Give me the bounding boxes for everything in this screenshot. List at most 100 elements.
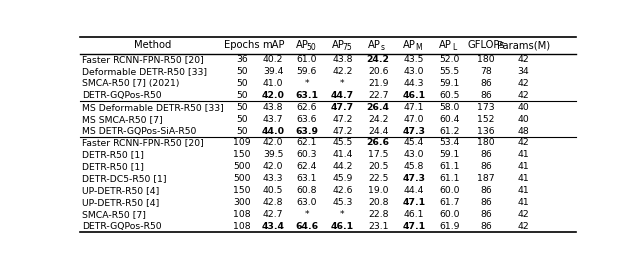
Text: 43.8: 43.8 — [263, 103, 284, 112]
Text: 63.1: 63.1 — [295, 91, 318, 100]
Text: 20.6: 20.6 — [368, 67, 388, 76]
Text: 39.5: 39.5 — [263, 150, 284, 159]
Text: 46.1: 46.1 — [331, 222, 354, 231]
Text: 86: 86 — [481, 162, 492, 171]
Text: 42: 42 — [517, 139, 529, 147]
Text: 36: 36 — [236, 55, 248, 64]
Text: 60.0: 60.0 — [439, 210, 460, 219]
Text: Method: Method — [134, 40, 172, 50]
Text: 42.0: 42.0 — [263, 162, 284, 171]
Text: 42.0: 42.0 — [262, 91, 285, 100]
Text: 50: 50 — [307, 43, 316, 52]
Text: 44.0: 44.0 — [262, 127, 285, 135]
Text: 45.4: 45.4 — [404, 139, 424, 147]
Text: 42.8: 42.8 — [263, 198, 284, 207]
Text: UP-DETR-R50 [4]: UP-DETR-R50 [4] — [82, 186, 159, 195]
Text: 173: 173 — [477, 103, 495, 112]
Text: AP: AP — [439, 40, 452, 50]
Text: AP: AP — [296, 40, 309, 50]
Text: 42.6: 42.6 — [332, 186, 353, 195]
Text: 500: 500 — [233, 162, 251, 171]
Text: 43.0: 43.0 — [404, 67, 424, 76]
Text: 55.5: 55.5 — [440, 67, 460, 76]
Text: *: * — [340, 79, 344, 88]
Text: *: * — [305, 79, 309, 88]
Text: 47.3: 47.3 — [403, 174, 426, 183]
Text: 26.4: 26.4 — [367, 103, 390, 112]
Text: Faster RCNN-FPN-R50 [20]: Faster RCNN-FPN-R50 [20] — [82, 55, 204, 64]
Text: 24.2: 24.2 — [368, 115, 388, 124]
Text: 50: 50 — [236, 127, 248, 135]
Text: MS DETR-GQPos-SiA-R50: MS DETR-GQPos-SiA-R50 — [82, 127, 196, 135]
Text: 53.4: 53.4 — [439, 139, 460, 147]
Text: 62.6: 62.6 — [296, 103, 317, 112]
Text: 43.8: 43.8 — [332, 55, 353, 64]
Text: 152: 152 — [477, 115, 495, 124]
Text: MS Deformable DETR-R50 [33]: MS Deformable DETR-R50 [33] — [82, 103, 224, 112]
Text: 41: 41 — [517, 186, 529, 195]
Text: 47.2: 47.2 — [332, 127, 353, 135]
Text: 42.2: 42.2 — [332, 67, 353, 76]
Text: Params(M): Params(M) — [497, 40, 550, 50]
Text: 180: 180 — [477, 55, 495, 64]
Text: 50: 50 — [236, 91, 248, 100]
Text: 50: 50 — [236, 115, 248, 124]
Text: 500: 500 — [233, 174, 251, 183]
Text: 86: 86 — [481, 198, 492, 207]
Text: 40: 40 — [517, 103, 529, 112]
Text: 60.4: 60.4 — [439, 115, 460, 124]
Text: 59.6: 59.6 — [296, 67, 317, 76]
Text: 47.0: 47.0 — [404, 115, 424, 124]
Text: Epochs: Epochs — [224, 40, 260, 50]
Text: SMCA-R50 [7] (2021): SMCA-R50 [7] (2021) — [82, 79, 179, 88]
Text: 86: 86 — [481, 186, 492, 195]
Text: GFLOPs: GFLOPs — [467, 40, 505, 50]
Text: 136: 136 — [477, 127, 495, 135]
Text: 17.5: 17.5 — [368, 150, 388, 159]
Text: 300: 300 — [233, 198, 251, 207]
Text: 45.5: 45.5 — [332, 139, 353, 147]
Text: DETR-GQPos-R50: DETR-GQPos-R50 — [82, 91, 162, 100]
Text: 46.1: 46.1 — [403, 91, 426, 100]
Text: 43.3: 43.3 — [263, 174, 284, 183]
Text: 42.7: 42.7 — [263, 210, 284, 219]
Text: 22.5: 22.5 — [368, 174, 388, 183]
Text: 64.6: 64.6 — [295, 222, 318, 231]
Text: 40.2: 40.2 — [263, 55, 284, 64]
Text: 108: 108 — [233, 222, 251, 231]
Text: L: L — [452, 43, 456, 52]
Text: 47.1: 47.1 — [404, 103, 424, 112]
Text: 150: 150 — [233, 186, 251, 195]
Text: 61.9: 61.9 — [439, 222, 460, 231]
Text: SMCA-R50 [7]: SMCA-R50 [7] — [82, 210, 146, 219]
Text: 61.2: 61.2 — [439, 127, 460, 135]
Text: DETR-R50 [1]: DETR-R50 [1] — [82, 162, 144, 171]
Text: 60.5: 60.5 — [439, 91, 460, 100]
Text: 63.0: 63.0 — [296, 198, 317, 207]
Text: 24.4: 24.4 — [368, 127, 388, 135]
Text: 44.3: 44.3 — [404, 79, 424, 88]
Text: 42: 42 — [517, 222, 529, 231]
Text: 23.1: 23.1 — [368, 222, 388, 231]
Text: 26.6: 26.6 — [367, 139, 390, 147]
Text: 44.4: 44.4 — [404, 186, 424, 195]
Text: AP: AP — [368, 40, 381, 50]
Text: 75: 75 — [342, 43, 352, 52]
Text: 61.1: 61.1 — [439, 162, 460, 171]
Text: UP-DETR-R50 [4]: UP-DETR-R50 [4] — [82, 198, 159, 207]
Text: 47.1: 47.1 — [403, 198, 426, 207]
Text: 47.2: 47.2 — [332, 115, 353, 124]
Text: 59.1: 59.1 — [439, 150, 460, 159]
Text: 61.1: 61.1 — [439, 174, 460, 183]
Text: 60.3: 60.3 — [296, 150, 317, 159]
Text: 42: 42 — [517, 91, 529, 100]
Text: 62.1: 62.1 — [296, 139, 317, 147]
Text: DETR-DC5-R50 [1]: DETR-DC5-R50 [1] — [82, 174, 166, 183]
Text: 41: 41 — [517, 162, 529, 171]
Text: mAP: mAP — [262, 40, 284, 50]
Text: 20.8: 20.8 — [368, 198, 388, 207]
Text: 62.4: 62.4 — [296, 162, 317, 171]
Text: 44.2: 44.2 — [332, 162, 353, 171]
Text: 41: 41 — [517, 198, 529, 207]
Text: 60.0: 60.0 — [439, 186, 460, 195]
